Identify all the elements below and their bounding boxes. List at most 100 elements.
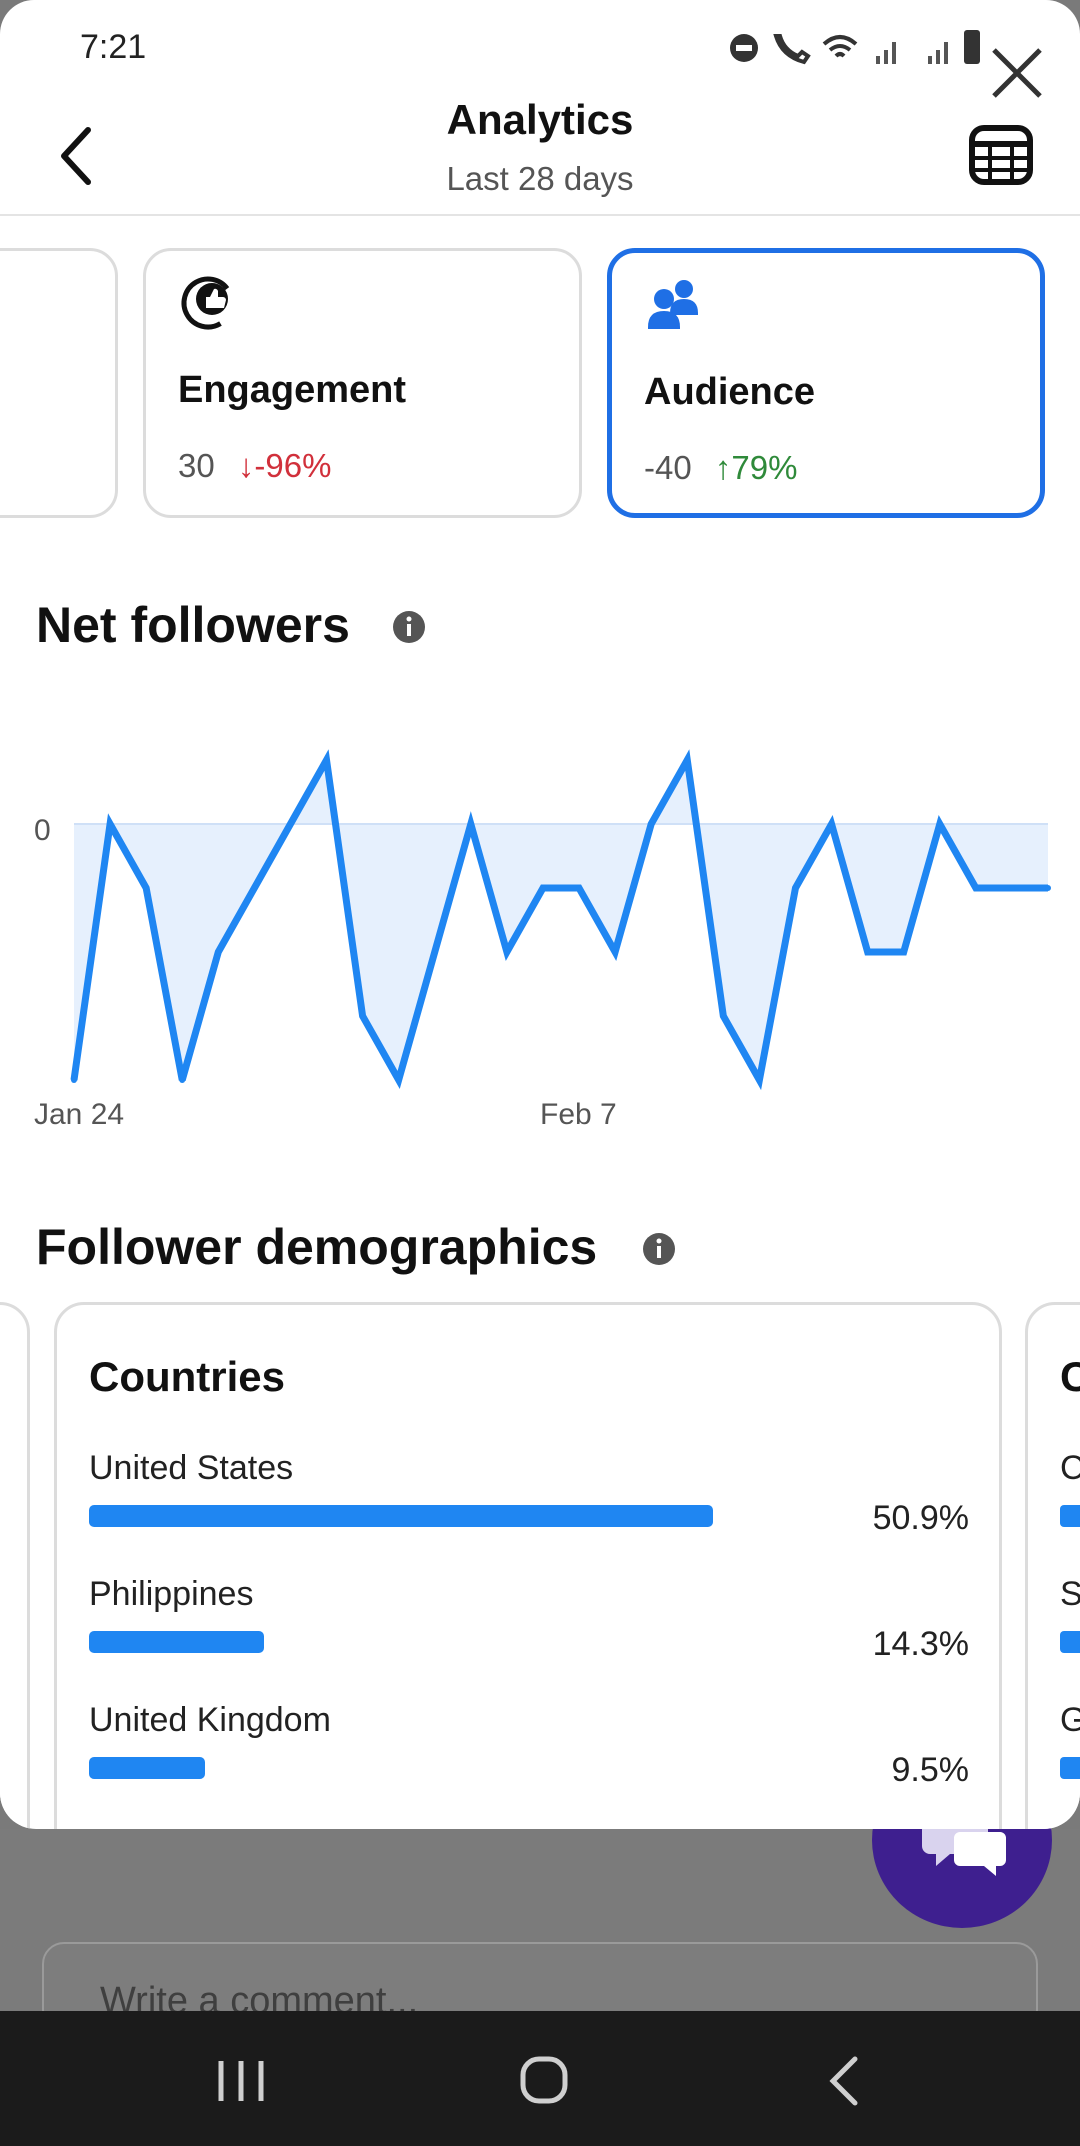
data-point bbox=[576, 885, 583, 891]
next-card-bar-peek bbox=[1060, 1757, 1080, 1779]
demographics-card-countries[interactable]: Countries United States 50.9% Philippine… bbox=[54, 1302, 1002, 1829]
net-followers-area bbox=[74, 760, 1048, 1080]
system-back-button[interactable] bbox=[785, 2041, 905, 2121]
country-bar bbox=[89, 1757, 206, 1779]
data-point bbox=[648, 821, 655, 827]
audience-icon bbox=[648, 280, 698, 329]
info-icon[interactable] bbox=[642, 1232, 676, 1266]
country-pct: 50.9% bbox=[872, 1499, 969, 1537]
back-button[interactable] bbox=[54, 124, 98, 188]
header-divider bbox=[0, 214, 1080, 216]
data-point bbox=[612, 949, 619, 955]
data-point bbox=[359, 1013, 366, 1019]
battery-icon bbox=[964, 30, 980, 64]
data-point bbox=[431, 949, 438, 955]
recents-button[interactable] bbox=[181, 2041, 301, 2121]
data-point bbox=[756, 1077, 763, 1083]
net-followers-line bbox=[70, 749, 1048, 1091]
x-tick-label: Feb 7 bbox=[540, 1098, 617, 1131]
recents-icon bbox=[218, 2061, 264, 2101]
x-tick-label: Jan 24 bbox=[34, 1098, 124, 1131]
y-tick-label: 0 bbox=[34, 814, 51, 847]
net-followers-title: Net followers bbox=[36, 597, 350, 653]
data-point bbox=[1008, 885, 1015, 891]
system-nav-bar bbox=[0, 2011, 1080, 2146]
data-point bbox=[792, 885, 799, 891]
calendar-button[interactable] bbox=[968, 124, 1034, 186]
engagement-change: ↓-96% bbox=[237, 447, 332, 484]
data-point bbox=[395, 1077, 402, 1083]
info-icon[interactable] bbox=[392, 610, 426, 644]
status-icons bbox=[730, 30, 980, 65]
wifi-call-icon bbox=[773, 34, 811, 65]
audience-value-line: -40 ↑79% bbox=[644, 449, 797, 487]
engagement-value: 30 bbox=[178, 447, 215, 484]
chevron-left-icon bbox=[61, 127, 91, 185]
audience-label: Audience bbox=[644, 371, 816, 413]
data-point bbox=[936, 821, 943, 827]
next-card-title-peek: C bbox=[1060, 1353, 1080, 1400]
signal-icon-1 bbox=[876, 42, 896, 64]
data-point bbox=[1045, 885, 1051, 891]
demographics-card-next[interactable]: C C S G bbox=[1025, 1302, 1080, 1829]
country-name: United States bbox=[89, 1449, 294, 1487]
home-button[interactable] bbox=[483, 2041, 603, 2121]
data-point bbox=[143, 885, 150, 891]
next-card-row-peek: G bbox=[1060, 1701, 1080, 1739]
close-icon[interactable] bbox=[988, 44, 1046, 102]
data-point bbox=[215, 949, 222, 955]
data-point bbox=[828, 821, 835, 827]
analytics-sheet: 7:21 Analytics Last 28 days bbox=[0, 0, 1080, 1829]
calendar-icon bbox=[969, 125, 1033, 185]
data-point bbox=[684, 757, 691, 763]
country-bar bbox=[89, 1505, 713, 1527]
engagement-value-line: 30 ↓-96% bbox=[178, 447, 331, 485]
country-name: Philippines bbox=[89, 1575, 254, 1613]
data-point bbox=[323, 757, 330, 763]
status-time: 7:21 bbox=[80, 28, 147, 66]
page-subtitle: Last 28 days bbox=[446, 160, 634, 197]
metric-card-audience[interactable]: Audience -40 ↑79% bbox=[607, 248, 1045, 518]
country-name: United Kingdom bbox=[89, 1701, 331, 1739]
data-point bbox=[107, 821, 114, 827]
country-pct: 14.3% bbox=[872, 1625, 969, 1663]
metric-card-engagement[interactable]: Engagement 30 ↓-96% bbox=[143, 248, 582, 518]
countries-title: Countries bbox=[89, 1353, 286, 1400]
chevron-left-icon bbox=[829, 2056, 858, 2106]
arrow-down-icon: ↓ bbox=[237, 447, 255, 484]
audience-value: -40 bbox=[644, 449, 692, 486]
page-title: Analytics bbox=[446, 96, 634, 143]
country-pct: 9.5% bbox=[891, 1751, 970, 1789]
next-card-bar-peek bbox=[1060, 1631, 1080, 1653]
data-point bbox=[720, 1013, 727, 1019]
data-point bbox=[972, 885, 979, 891]
data-point bbox=[900, 949, 907, 955]
country-row: United Kingdom 9.5% bbox=[89, 1701, 969, 1811]
follower-demographics-title: Follower demographics bbox=[36, 1219, 598, 1275]
signal-icon-2 bbox=[928, 42, 948, 64]
country-bar bbox=[89, 1631, 265, 1653]
next-card-row-peek: C bbox=[1060, 1449, 1080, 1487]
next-card-bar-peek bbox=[1060, 1505, 1080, 1527]
data-point bbox=[287, 821, 294, 827]
home-icon bbox=[520, 2056, 568, 2104]
country-row: United States 50.9% bbox=[89, 1449, 969, 1559]
arrow-up-icon: ↑ bbox=[714, 449, 732, 486]
data-point bbox=[179, 1077, 186, 1083]
engagement-icon bbox=[181, 276, 235, 330]
next-card-row-peek: S bbox=[1060, 1575, 1080, 1613]
data-point bbox=[251, 885, 258, 891]
country-row: Philippines 14.3% bbox=[89, 1575, 969, 1685]
data-point bbox=[71, 1077, 77, 1083]
data-point bbox=[467, 821, 474, 827]
demographics-card-previous[interactable] bbox=[0, 1302, 30, 1829]
audience-change: ↑79% bbox=[714, 449, 798, 486]
wifi-icon bbox=[822, 35, 858, 58]
metric-card-previous[interactable] bbox=[0, 248, 118, 518]
data-point bbox=[503, 949, 510, 955]
engagement-label: Engagement bbox=[178, 369, 407, 411]
data-point bbox=[864, 949, 871, 955]
net-followers-chart: 0 Jan 24 Feb 7 bbox=[34, 749, 1051, 1131]
data-point bbox=[539, 885, 546, 891]
